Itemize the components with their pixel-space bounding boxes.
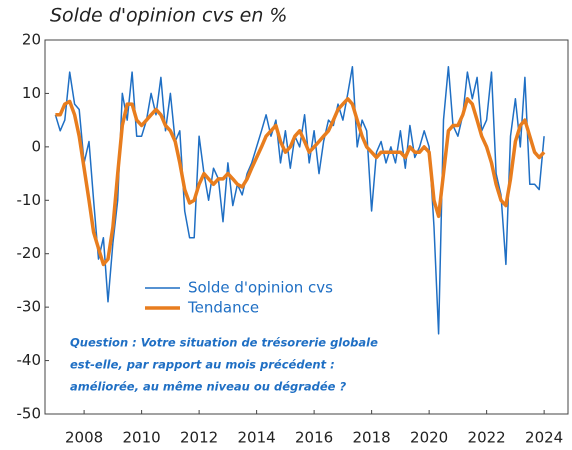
annotation: Question : Votre situation de trésorerie… bbox=[70, 336, 378, 350]
plot-frame bbox=[44, 39, 569, 415]
y-tick-label: -10 bbox=[17, 191, 42, 209]
series-line bbox=[55, 97, 546, 267]
y-tick-label: -30 bbox=[17, 298, 42, 316]
legend-label: Tendance bbox=[187, 299, 259, 317]
x-tick-label: 2012 bbox=[180, 429, 218, 447]
y-tick-label: -40 bbox=[17, 351, 42, 369]
chart-title: Solde d'opinion cvs en % bbox=[50, 5, 287, 27]
x-tick-label: 2014 bbox=[238, 429, 276, 447]
x-tick-label: 2024 bbox=[525, 429, 563, 447]
annotation-box bbox=[62, 330, 372, 402]
x-tick-label: 2010 bbox=[123, 429, 161, 447]
annotation: améliorée, au même niveau ou dégradée ? bbox=[70, 380, 346, 394]
y-tick-label: -20 bbox=[17, 244, 42, 262]
x-tick-label: 2008 bbox=[65, 429, 103, 447]
annotation: est-elle, par rapport au mois précédent … bbox=[70, 358, 335, 372]
x-tick-label: 2018 bbox=[353, 429, 391, 447]
y-tick-label: 0 bbox=[31, 137, 41, 155]
legend-box bbox=[140, 276, 380, 318]
x-tick-label: 2020 bbox=[410, 429, 448, 447]
y-tick-label: -50 bbox=[17, 405, 42, 423]
x-tick-label: 2016 bbox=[295, 429, 333, 447]
x-tick-label: 2022 bbox=[468, 429, 506, 447]
y-tick-label: 10 bbox=[22, 84, 41, 102]
y-tick-label: 20 bbox=[22, 31, 41, 49]
legend-label: Solde d'opinion cvs bbox=[188, 279, 333, 297]
